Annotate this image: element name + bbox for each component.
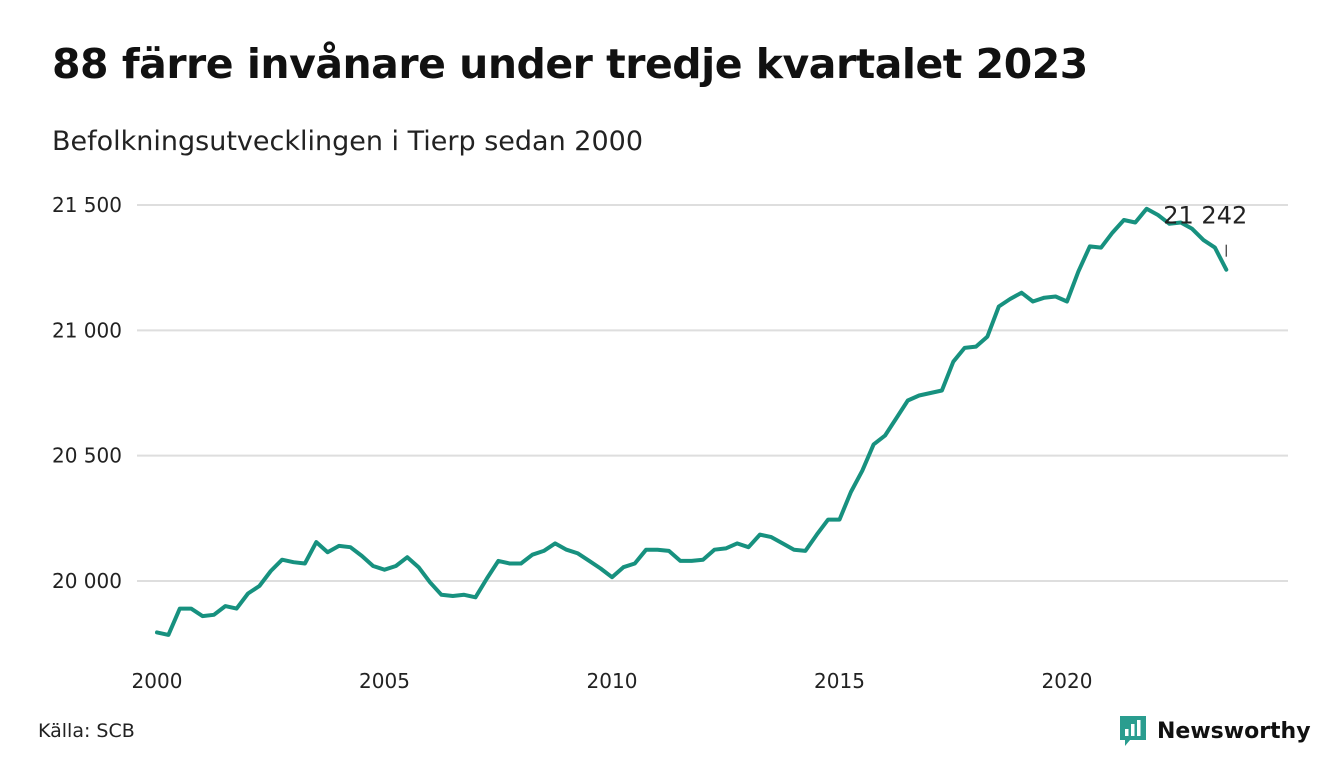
newsworthy-logo-icon: [1120, 716, 1146, 746]
chart-subtitle: Befolkningsutvecklingen i Tierp sedan 20…: [52, 126, 644, 157]
source-note: Källa: SCB: [38, 720, 135, 742]
y-tick-label: 21 500: [52, 193, 122, 217]
y-tick-label: 20 000: [52, 569, 122, 593]
x-tick-label: 2005: [359, 669, 410, 693]
series-layer: [155, 206, 1229, 637]
brand-logo: Newsworthy: [1118, 712, 1311, 750]
brand-name: Newsworthy: [1157, 718, 1311, 744]
x-tick-label: 2000: [132, 669, 183, 693]
annotation-layer: 21 242: [1163, 202, 1247, 257]
x-tick-label: 2020: [1042, 669, 1093, 693]
y-axis-ticks: 20 000 20 500 21 000 21 500: [52, 193, 122, 593]
series-line: [155, 206, 1229, 637]
line-chart: 20 000 20 500 21 000 21 500 2000 2005 2010 201…: [52, 193, 1288, 693]
x-tick-label: 2015: [814, 669, 865, 693]
x-axis-ticks: 2000 2005 2010 2015 2020: [132, 669, 1093, 693]
gridlines: [137, 204, 1288, 582]
end-value-label: 21 242: [1163, 202, 1247, 230]
y-tick-label: 21 000: [52, 318, 122, 342]
x-tick-label: 2010: [587, 669, 638, 693]
y-tick-label: 20 500: [52, 444, 122, 468]
chart-title: 88 färre invånare under tredje kvartalet…: [52, 40, 1088, 88]
